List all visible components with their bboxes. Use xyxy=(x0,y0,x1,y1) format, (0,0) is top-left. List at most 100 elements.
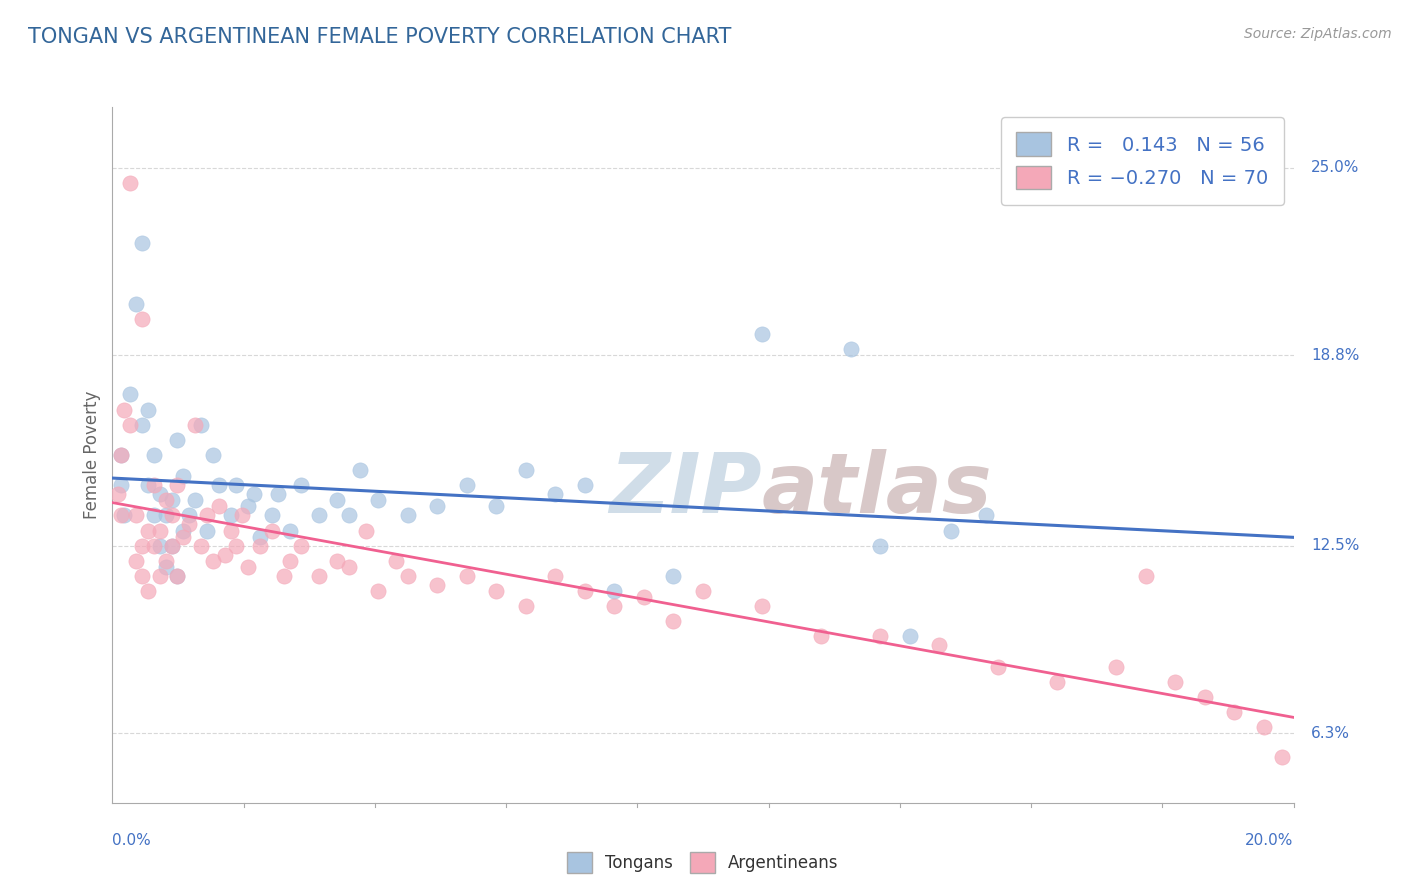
Point xyxy=(939,524,962,538)
Point xyxy=(125,554,148,568)
Point xyxy=(485,584,508,599)
Point xyxy=(751,599,773,614)
Point xyxy=(367,584,389,599)
Point xyxy=(574,478,596,492)
Point xyxy=(278,554,301,568)
Point xyxy=(214,548,236,562)
Point xyxy=(385,554,408,568)
Point xyxy=(662,569,685,583)
Point xyxy=(1105,659,1128,673)
Point xyxy=(396,508,419,523)
Point xyxy=(142,448,165,462)
Point xyxy=(112,402,135,417)
Point xyxy=(267,487,290,501)
Point xyxy=(456,478,478,492)
Point xyxy=(149,524,172,538)
Point xyxy=(112,508,135,523)
Point xyxy=(160,539,183,553)
Point xyxy=(131,311,153,326)
Text: atlas: atlas xyxy=(762,450,993,530)
Point xyxy=(131,539,153,553)
Point xyxy=(125,508,148,523)
Text: Source: ZipAtlas.com: Source: ZipAtlas.com xyxy=(1244,27,1392,41)
Point xyxy=(544,487,567,501)
Point xyxy=(184,417,207,432)
Point xyxy=(426,578,449,592)
Text: 20.0%: 20.0% xyxy=(1246,833,1294,848)
Text: TONGAN VS ARGENTINEAN FEMALE POVERTY CORRELATION CHART: TONGAN VS ARGENTINEAN FEMALE POVERTY COR… xyxy=(28,27,731,46)
Point xyxy=(172,524,194,538)
Point xyxy=(149,487,172,501)
Point xyxy=(238,559,260,574)
Point xyxy=(131,236,153,251)
Point xyxy=(260,524,283,538)
Point xyxy=(131,417,153,432)
Point xyxy=(160,493,183,508)
Point xyxy=(172,530,194,544)
Point xyxy=(110,478,132,492)
Point xyxy=(544,569,567,583)
Point xyxy=(160,539,183,553)
Point xyxy=(396,569,419,583)
Point xyxy=(208,500,231,514)
Text: 18.8%: 18.8% xyxy=(1312,348,1360,362)
Point xyxy=(1194,690,1216,704)
Point xyxy=(1253,720,1275,734)
Point xyxy=(326,554,349,568)
Point xyxy=(1046,674,1069,689)
Point xyxy=(337,559,360,574)
Point xyxy=(231,508,253,523)
Point xyxy=(131,569,153,583)
Text: ZIP: ZIP xyxy=(609,450,762,530)
Point xyxy=(166,433,188,447)
Point xyxy=(290,539,312,553)
Legend: Tongans, Argentineans: Tongans, Argentineans xyxy=(561,846,845,880)
Point xyxy=(1164,674,1187,689)
Point xyxy=(172,469,194,483)
Point xyxy=(515,463,537,477)
Point xyxy=(1135,569,1157,583)
Point xyxy=(633,590,655,604)
Point xyxy=(120,176,142,190)
Point xyxy=(107,487,129,501)
Point xyxy=(219,508,242,523)
Point xyxy=(326,493,349,508)
Point xyxy=(155,508,177,523)
Point xyxy=(195,508,218,523)
Point xyxy=(337,508,360,523)
Point xyxy=(142,478,165,492)
Point xyxy=(898,629,921,643)
Point xyxy=(367,493,389,508)
Point xyxy=(190,417,212,432)
Point xyxy=(662,615,685,629)
Point xyxy=(308,569,330,583)
Point xyxy=(120,387,142,401)
Point xyxy=(219,524,242,538)
Point xyxy=(308,508,330,523)
Point xyxy=(987,659,1010,673)
Point xyxy=(869,629,891,643)
Point xyxy=(136,478,159,492)
Point xyxy=(1223,705,1246,719)
Point xyxy=(201,448,224,462)
Point xyxy=(249,539,271,553)
Point xyxy=(155,559,177,574)
Point xyxy=(515,599,537,614)
Point xyxy=(142,508,165,523)
Point xyxy=(142,539,165,553)
Point xyxy=(1271,750,1294,764)
Point xyxy=(179,508,201,523)
Point xyxy=(225,539,247,553)
Point xyxy=(485,500,508,514)
Point xyxy=(278,524,301,538)
Point xyxy=(869,539,891,553)
Point xyxy=(574,584,596,599)
Point xyxy=(976,508,998,523)
Point xyxy=(290,478,312,492)
Text: 25.0%: 25.0% xyxy=(1312,160,1360,175)
Point xyxy=(179,517,201,532)
Point xyxy=(155,493,177,508)
Point xyxy=(110,448,132,462)
Point xyxy=(110,448,132,462)
Text: 12.5%: 12.5% xyxy=(1312,538,1360,553)
